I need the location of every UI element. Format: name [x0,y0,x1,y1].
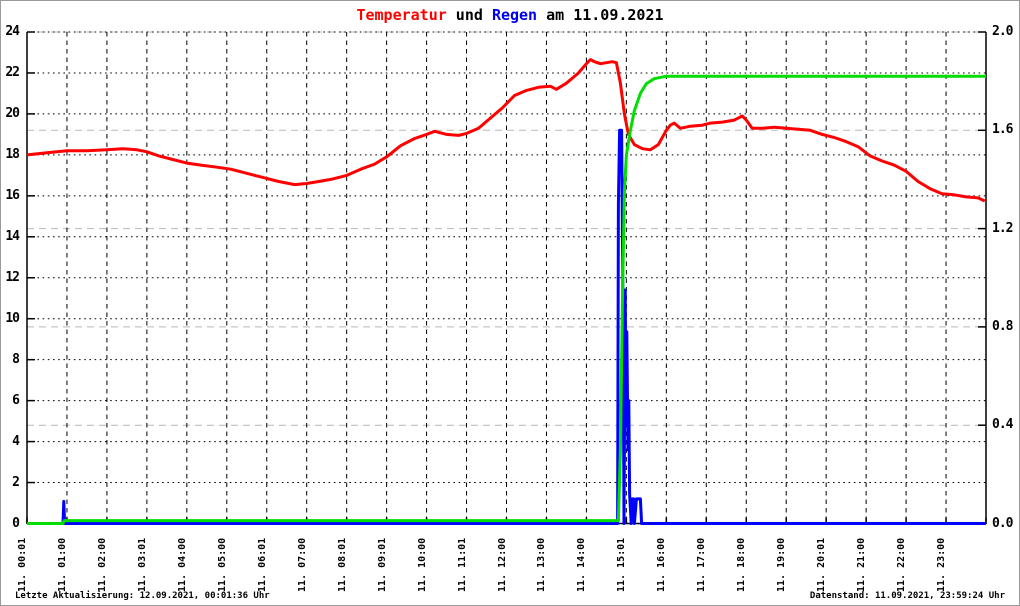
y-right-tick-label: 1.6 [992,122,1013,138]
x-tick-label: 11. 21:00 [856,537,868,592]
title-part-date: am 11.09.2021 [537,6,664,24]
y-right-tick-label: 1.2 [992,220,1013,236]
x-tick-label: 11. 02:00 [96,537,108,592]
data-timestamp-text: Datenstand: 11.09.2021, 23:59:24 Uhr [809,591,1005,601]
x-tick-label: 11. 00:01 [17,537,28,592]
x-tick-label: 11. 01:00 [56,537,68,592]
x-tick-label: 11. 09:01 [376,537,388,592]
x-tick-label: 11. 03:01 [136,537,148,592]
x-tick-label: 11. 12:00 [496,537,508,592]
x-tick-label: 11. 07:00 [296,537,308,592]
last-update-text: Letzte Aktualisierung: 12.09.2021, 00:01… [15,591,270,601]
rain-rate-line [27,128,986,525]
rain-cumulative-line [27,74,986,525]
y-right-tick-label: 0.8 [992,318,1013,334]
y-left-tick-label: 6 [12,392,20,408]
x-tick-label: 11. 22:00 [896,537,908,592]
y-left-tick-label: 20 [5,105,20,121]
chart-title: Temperatur und Regen am 11.09.2021 [1,6,1019,24]
x-tick-label: 11. 20:01 [816,537,828,592]
y-left-tick-label: 12 [5,269,20,285]
y-right-tick-label: 0.0 [992,515,1013,531]
x-tick-label: 11. 19:00 [776,537,788,592]
y-left-tick-label: 0 [12,515,20,531]
title-part-und: und [446,6,492,24]
y-left-tick-label: 10 [5,310,20,326]
x-tick-label: 11. 04:00 [176,537,188,592]
y-left-tick-label: 14 [5,228,20,244]
title-part-regen: Regen [491,6,538,24]
x-tick-label: 11. 05:00 [216,537,228,592]
y-left-tick-label: 8 [12,351,20,367]
title-part-temperatur: Temperatur [356,6,447,24]
x-tick-label: 11. 17:00 [696,537,708,592]
x-tick-label: 11. 14:00 [576,537,588,592]
y-left-tick-label: 18 [5,146,20,162]
y-right-tick-label: 0.4 [992,417,1013,433]
x-tick-label: 11. 08:01 [336,537,348,592]
y-left-tick-label: 4 [12,433,20,449]
x-tick-label: 11. 06:01 [256,537,268,592]
x-tick-label: 11. 13:00 [536,537,548,592]
x-tick-label: 11. 10:00 [416,537,428,592]
y-left-tick-label: 22 [5,64,20,80]
y-left-tick-label: 24 [5,24,20,39]
x-tick-label: 11. 11:01 [456,537,468,592]
temperature-line [26,58,986,203]
x-tick-label: 11. 23:00 [936,537,948,592]
y-left-tick-label: 16 [5,187,20,203]
x-tick-label: 11. 18:00 [736,537,748,592]
x-tick-label: 11. 15:01 [616,537,628,592]
y-right-tick-label: 2.0 [992,24,1013,39]
y-left-tick-label: 2 [12,474,20,490]
x-tick-label: 11. 16:00 [656,537,668,592]
